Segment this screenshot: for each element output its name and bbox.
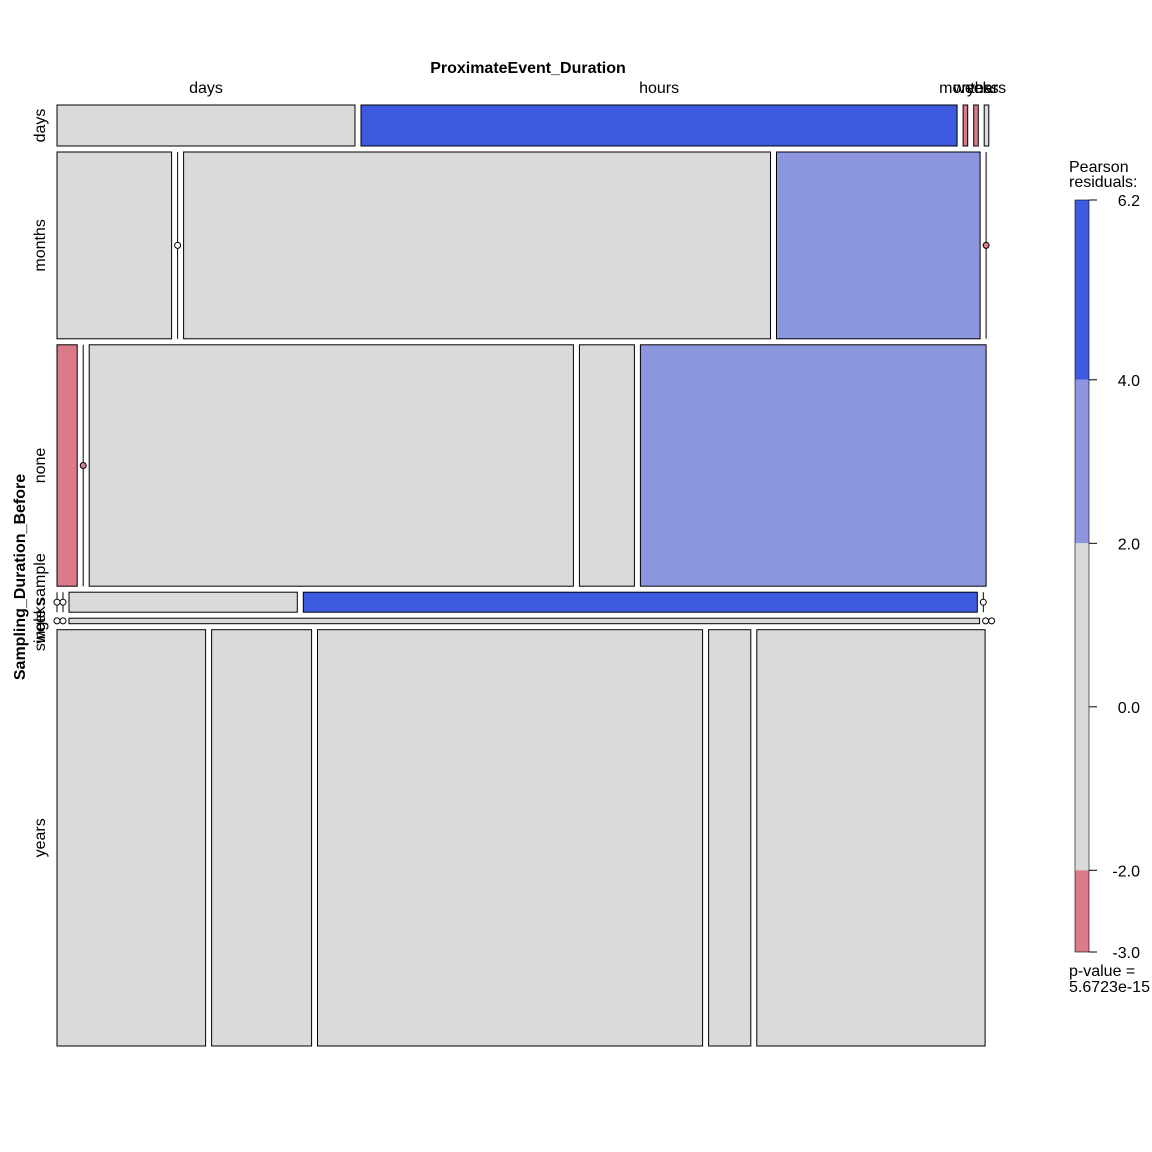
legend-title-line2: residuals:	[1069, 174, 1137, 191]
legend-color-bar	[1074, 199, 1090, 953]
mosaic-tile	[756, 629, 986, 1047]
mosaic-tile	[68, 591, 298, 613]
empty-cell-marker	[982, 241, 990, 249]
mosaic-tile	[317, 629, 704, 1047]
empty-cell-marker	[59, 598, 67, 606]
x-tick-label: weeks	[952, 80, 998, 97]
legend-segment	[1075, 870, 1089, 952]
legend-tick-label: 6.2	[1118, 193, 1140, 210]
x-tick-label: years	[967, 80, 1006, 97]
mosaic-tile	[578, 344, 635, 587]
mosaic-tile	[88, 344, 574, 587]
mosaic-tile	[360, 104, 958, 147]
legend-tick-label: 0.0	[1118, 700, 1140, 717]
empty-cell-marker	[174, 241, 182, 249]
y-tick-label: weeks	[32, 598, 49, 644]
y-tick-label: months	[32, 219, 49, 271]
legend-segment	[1075, 379, 1089, 544]
empty-cell-marker	[79, 462, 87, 469]
legend-segment	[1075, 200, 1089, 380]
mosaic-tile	[56, 629, 207, 1047]
legend-tick-label: -3.0	[1112, 945, 1140, 962]
legend-tick-label: -2.0	[1112, 863, 1140, 880]
legend-bar-frame	[1074, 199, 1090, 953]
mosaic-tile	[68, 617, 981, 625]
mosaic-tile	[983, 104, 990, 147]
mosaic-tile	[639, 344, 987, 587]
legend-segment	[1075, 543, 1089, 871]
empty-cell-marker	[982, 617, 990, 625]
mosaic-tile	[56, 151, 173, 340]
mosaic-tile	[708, 629, 752, 1047]
mosaic-tile	[56, 344, 78, 587]
legend-ticks: 6.2 4.0 2.0 0.0 -2.0 -3.0	[1089, 193, 1140, 962]
mosaic-tile	[183, 151, 772, 340]
x-axis-title: ProximateEvent_Duration	[430, 60, 626, 77]
empty-cell-marker	[979, 598, 987, 606]
y-tick-label: none	[32, 448, 49, 484]
empty-cell-marker	[59, 617, 67, 625]
y-tick-label: days	[32, 109, 49, 143]
y-tick-label: years	[32, 818, 49, 857]
empty-cell-marker	[53, 617, 61, 625]
p-value-label: p-value =	[1069, 963, 1135, 980]
legend-title-line1: Pearson	[1069, 159, 1129, 176]
x-tick-label: hours	[639, 80, 679, 97]
y-tick-label: single sample	[32, 553, 49, 651]
legend-tick-label: 4.0	[1118, 373, 1140, 390]
empty-cell-marker	[53, 598, 61, 606]
residual-legend: Pearson residuals: 6.24.02.00.0-2.0-3.0 …	[1069, 159, 1150, 996]
x-tick-label: months	[939, 80, 991, 97]
x-tick-label: days	[189, 80, 223, 97]
mosaic-tile	[302, 591, 978, 613]
empty-cell-marker	[988, 617, 996, 625]
p-value-number: 5.6723e-15	[1069, 979, 1150, 996]
mosaic-tile	[973, 104, 979, 147]
mosaic-tile	[962, 104, 969, 147]
mosaic-tile	[211, 629, 313, 1047]
mosaic-tile	[56, 104, 356, 147]
legend-tick-label: 2.0	[1118, 536, 1140, 553]
mosaic-tile	[776, 151, 981, 340]
mosaic-tiles	[53, 104, 996, 1047]
y-axis-title: Sampling_Duration_Before	[12, 474, 29, 680]
